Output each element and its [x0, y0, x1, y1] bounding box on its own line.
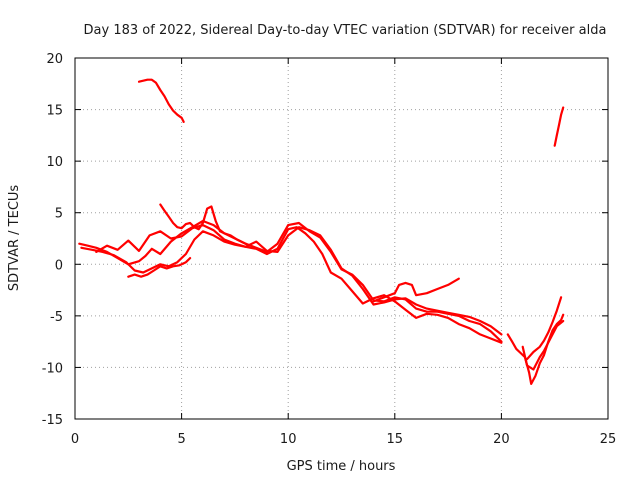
plot-frame [74, 57, 609, 420]
series-track-b [80, 226, 503, 344]
x-tick-label: 15 [387, 432, 404, 447]
series-track-a [78, 219, 503, 343]
y-tick-label: -5 [50, 310, 63, 325]
x-tick-label: 0 [71, 432, 79, 447]
y-tick-label: -10 [42, 361, 63, 376]
series-track-e [127, 257, 192, 278]
series-track-i [506, 313, 565, 385]
series-track-g [137, 78, 185, 124]
x-tick-label: 25 [600, 432, 617, 447]
x-tick-label: 10 [280, 432, 297, 447]
x-axis-ticks: 0 5 10 15 20 25 [71, 58, 616, 447]
y-axis-label: SDTVAR / TECUs [7, 185, 22, 292]
y-axis-ticks: 20 15 10 5 0 -5 -10 -15 [42, 52, 608, 428]
series-track-d [159, 203, 247, 245]
series-track-f [372, 277, 460, 303]
x-axis-label: GPS time / hours [287, 459, 396, 474]
series-track-c [95, 224, 503, 336]
y-tick-label: 20 [46, 52, 63, 67]
x-tick-label: 20 [493, 432, 510, 447]
y-tick-label: 10 [46, 155, 63, 170]
series-track-k [521, 319, 565, 371]
y-tick-label: 5 [55, 207, 63, 222]
series-track-j [525, 296, 563, 361]
x-tick-label: 5 [177, 432, 185, 447]
y-tick-label: 15 [46, 104, 63, 119]
chart-title: Day 183 of 2022, Sidereal Day-to-day VTE… [84, 23, 607, 38]
y-tick-label: -15 [42, 413, 63, 428]
y-tick-label: 0 [55, 258, 63, 273]
series-track-h [553, 106, 565, 147]
data-series [78, 78, 565, 385]
